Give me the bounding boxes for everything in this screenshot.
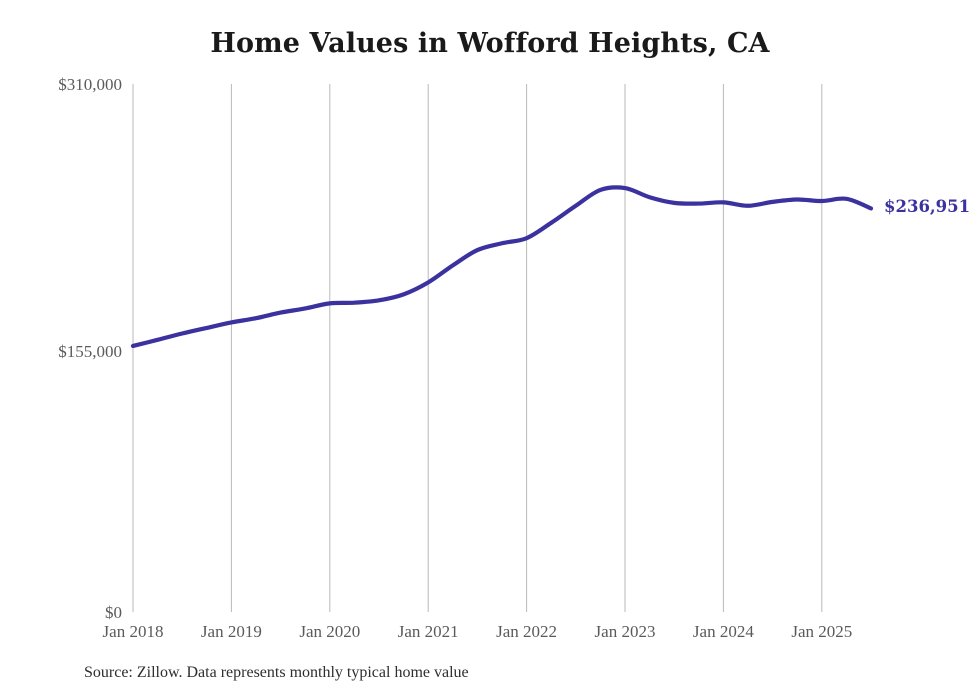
y-axis-tick-label-155000: $155,000 [58, 342, 122, 361]
x-axis-tick-label-jan-2022: Jan 2022 [496, 622, 558, 641]
y-axis-tick-label-310000: $310,000 [58, 75, 122, 94]
x-axis-tick-label-jan-2021: Jan 2021 [397, 622, 459, 641]
x-axis-tick-label-jan-2018: Jan 2018 [102, 622, 164, 641]
gridlines-group [132, 84, 823, 612]
x-axis-tick-label-jan-2025: Jan 2025 [791, 622, 853, 641]
end-value-annotation: $236,951 [884, 197, 971, 217]
home-value-line-series [130, 185, 874, 349]
source-note: Source: Zillow. Data represents monthly … [84, 664, 469, 681]
chart-title: Home Values in Wofford Heights, CA [210, 28, 770, 59]
y-axis-tick-label-0: $0 [105, 603, 122, 622]
x-axis-tick-label-jan-2019: Jan 2019 [200, 622, 262, 641]
x-axis-tick-label-jan-2024: Jan 2024 [692, 622, 754, 641]
x-axis-tick-label-jan-2020: Jan 2020 [299, 622, 361, 641]
x-axis-tick-label-jan-2023: Jan 2023 [594, 622, 656, 641]
